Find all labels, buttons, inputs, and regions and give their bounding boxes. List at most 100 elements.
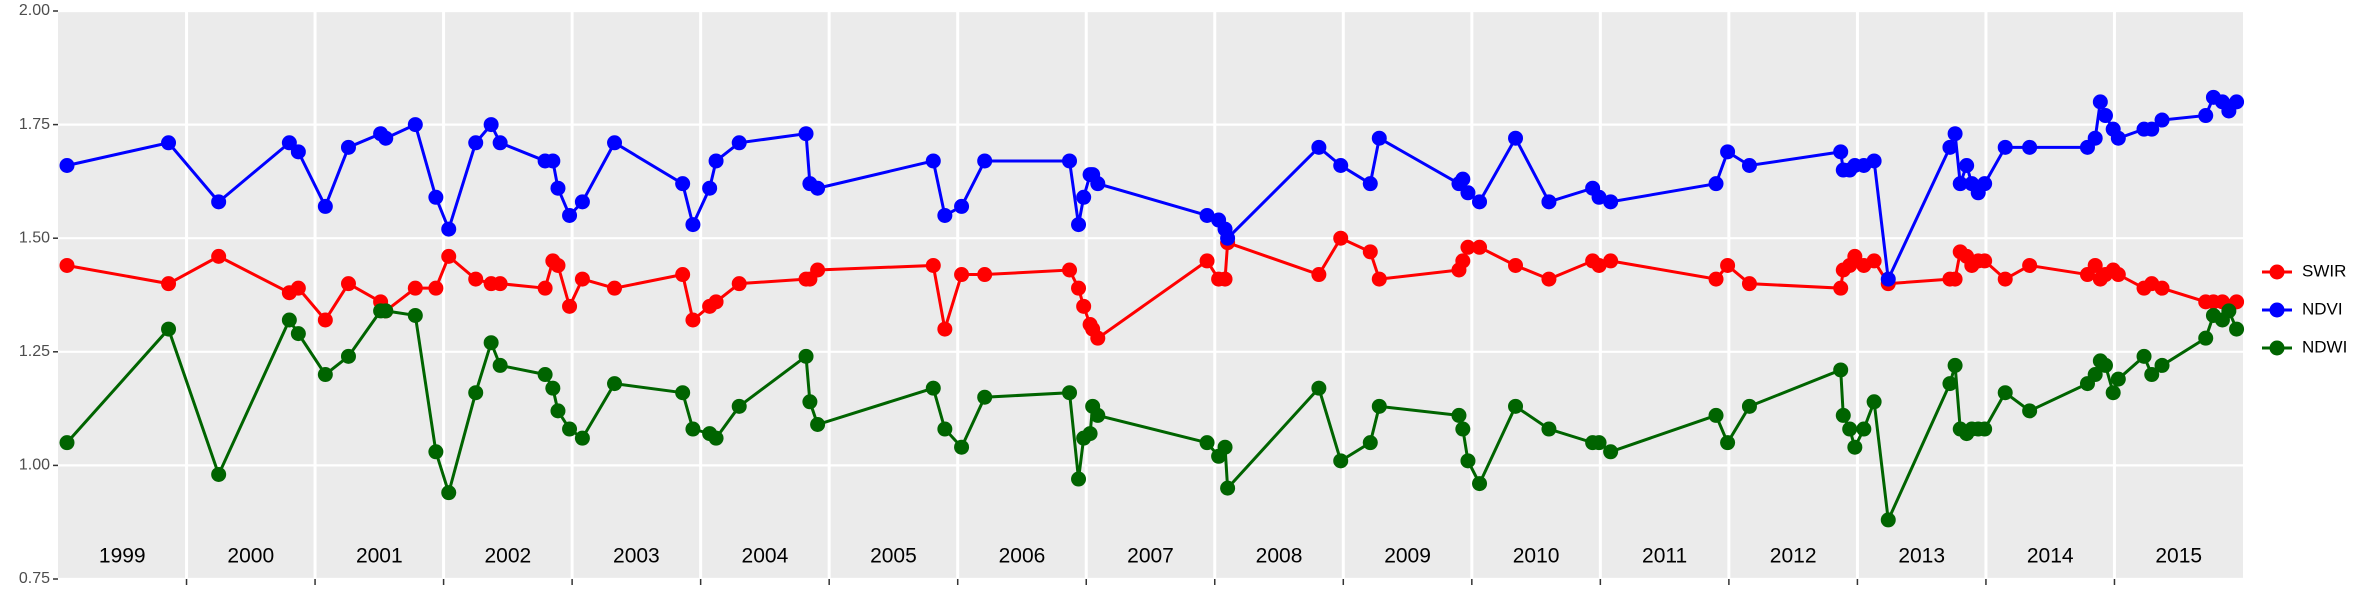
point — [1451, 407, 1467, 423]
point — [1942, 376, 1958, 392]
point — [1741, 398, 1757, 414]
year-label: 2010 — [1513, 545, 1560, 568]
point — [378, 130, 394, 146]
point — [1460, 453, 1476, 469]
point — [428, 189, 444, 205]
legend-key-point — [2269, 302, 2285, 318]
point — [810, 262, 826, 278]
point — [2087, 367, 2103, 383]
point — [428, 280, 444, 296]
point — [977, 389, 993, 405]
point — [545, 380, 561, 396]
point — [1217, 271, 1233, 287]
point — [1541, 194, 1557, 210]
point — [685, 217, 701, 233]
point — [468, 385, 484, 401]
point — [1880, 512, 1896, 528]
point — [161, 276, 177, 292]
point — [2144, 367, 2160, 383]
point — [562, 298, 578, 314]
point — [211, 194, 227, 210]
point — [1603, 194, 1619, 210]
point — [1541, 421, 1557, 437]
point — [1220, 480, 1236, 496]
point — [2198, 330, 2214, 346]
point — [1959, 157, 1975, 173]
point — [1333, 157, 1349, 173]
point — [1362, 435, 1378, 451]
point — [59, 157, 75, 173]
point — [2154, 357, 2170, 373]
point — [407, 280, 423, 296]
point — [1541, 271, 1557, 287]
year-label: 2000 — [227, 545, 274, 568]
point — [317, 312, 333, 328]
point — [574, 430, 590, 446]
point — [1866, 394, 1882, 410]
point — [2229, 94, 2245, 110]
point — [550, 403, 566, 419]
point — [1741, 157, 1757, 173]
point — [2105, 385, 2121, 401]
point — [492, 357, 508, 373]
point — [468, 135, 484, 151]
year-label: 2001 — [356, 545, 403, 568]
point — [1591, 257, 1607, 273]
point — [1333, 230, 1349, 246]
point — [798, 348, 814, 364]
point — [1217, 439, 1233, 455]
point — [685, 421, 701, 437]
point — [1947, 271, 1963, 287]
point — [1866, 253, 1882, 269]
point — [1071, 217, 1087, 233]
point — [1090, 176, 1106, 192]
point — [492, 276, 508, 292]
point — [1866, 153, 1882, 169]
point — [1708, 271, 1724, 287]
point — [1371, 130, 1387, 146]
point — [1455, 421, 1471, 437]
point — [537, 280, 553, 296]
point — [708, 430, 724, 446]
point — [798, 126, 814, 142]
point — [1062, 153, 1078, 169]
y-tick-label: 0.75 — [19, 570, 50, 587]
point — [1842, 421, 1858, 437]
point — [1997, 385, 2013, 401]
point — [2110, 371, 2126, 387]
year-label: 2011 — [1642, 545, 1687, 568]
point — [1508, 398, 1524, 414]
point — [1472, 239, 1488, 255]
point — [562, 421, 578, 437]
point — [731, 276, 747, 292]
point — [492, 135, 508, 151]
legend-key-point — [2269, 340, 2285, 356]
point — [810, 180, 826, 196]
y-tick-label: 1.25 — [19, 343, 50, 360]
point — [562, 207, 578, 223]
point — [407, 117, 423, 133]
point — [281, 312, 297, 328]
point — [675, 385, 691, 401]
y-tick-label: 1.00 — [19, 457, 50, 474]
point — [211, 248, 227, 264]
point — [2087, 130, 2103, 146]
point — [59, 435, 75, 451]
point — [340, 348, 356, 364]
point — [550, 180, 566, 196]
point — [702, 180, 718, 196]
legend-label: NDWI — [2302, 337, 2347, 356]
point — [2154, 112, 2170, 128]
point — [937, 321, 953, 337]
year-label: 2005 — [870, 545, 917, 568]
point — [954, 439, 970, 455]
point — [937, 207, 953, 223]
point — [1833, 144, 1849, 160]
point — [1591, 189, 1607, 205]
point — [468, 271, 484, 287]
point — [290, 144, 306, 160]
point — [428, 444, 444, 460]
point — [685, 312, 701, 328]
